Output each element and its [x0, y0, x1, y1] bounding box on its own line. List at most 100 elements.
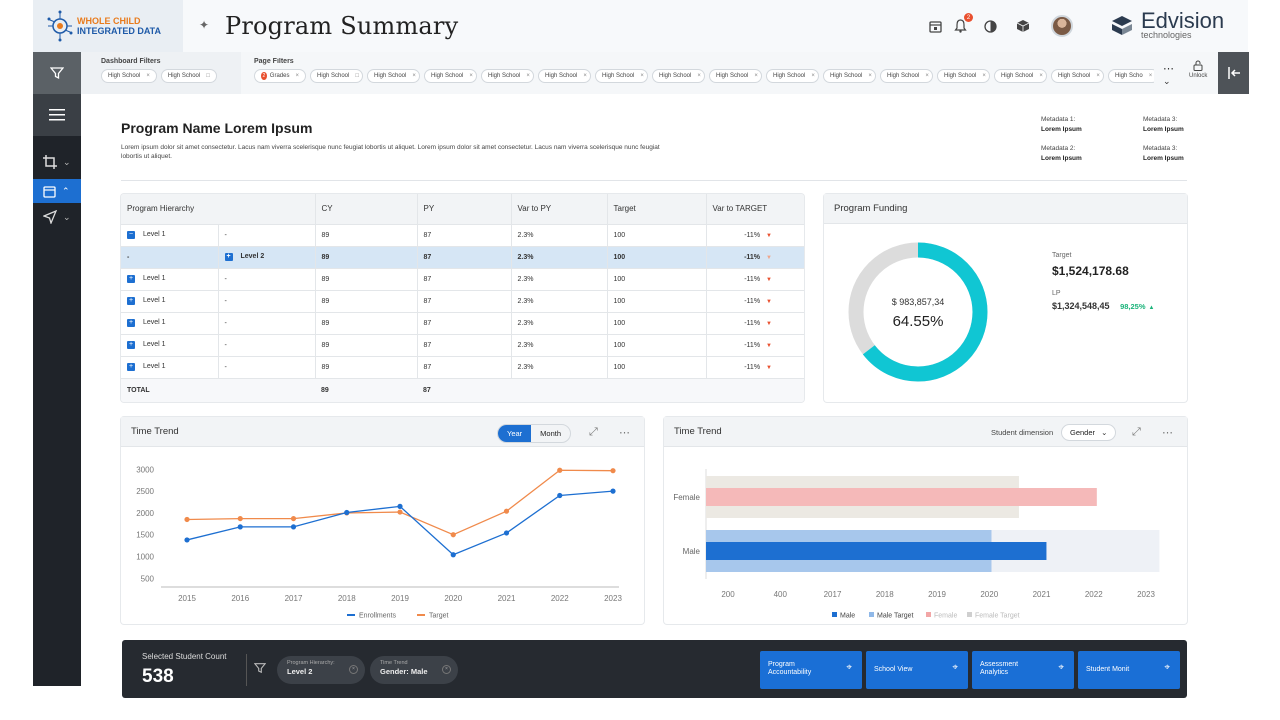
data-point[interactable]	[290, 515, 297, 522]
page-filter-chip[interactable]: High School ×	[367, 69, 420, 83]
page-filter-chip[interactable]: High School ×	[424, 69, 477, 83]
data-point[interactable]	[397, 503, 403, 509]
close-icon[interactable]: ×	[1039, 73, 1043, 79]
page-filter-chip[interactable]: 2 Grades ×	[254, 69, 306, 83]
close-icon[interactable]: ×	[349, 665, 358, 674]
more-icon[interactable]: ⋯	[619, 427, 630, 439]
nav-student-monit-button[interactable]: Student Monit ⌖	[1078, 651, 1180, 689]
page-filter-chip[interactable]: High School ×	[880, 69, 933, 83]
close-icon[interactable]: ×	[412, 73, 416, 79]
data-point[interactable]	[610, 468, 616, 474]
expand-icon[interactable]: ⤢	[589, 426, 598, 438]
table-row[interactable]: − Level 1 - 89 87 2.3% 100 -11% ▼	[121, 224, 804, 247]
unlock-button[interactable]: Unlock	[1189, 60, 1207, 79]
expand-icon[interactable]: +	[127, 297, 135, 305]
bell-icon[interactable]: 2	[951, 13, 973, 35]
column-header[interactable]: Var to PY	[511, 194, 608, 225]
contrast-icon[interactable]	[981, 17, 999, 35]
data-point[interactable]	[557, 467, 563, 473]
pin-icon[interactable]: ✦	[199, 18, 210, 32]
close-icon[interactable]: ×	[640, 73, 644, 79]
close-icon[interactable]: ×	[583, 73, 587, 79]
data-point[interactable]	[397, 509, 403, 515]
more-icon[interactable]: ⋯	[1162, 427, 1173, 439]
page-filter-chip[interactable]: High School ×	[595, 69, 648, 83]
data-point[interactable]	[503, 508, 510, 514]
column-header[interactable]: PY	[417, 194, 512, 225]
close-icon[interactable]: ×	[982, 73, 986, 79]
close-icon[interactable]: ×	[442, 665, 451, 674]
data-point[interactable]	[184, 516, 190, 523]
expand-icon[interactable]: +	[127, 363, 135, 371]
close-icon[interactable]: ×	[526, 73, 530, 79]
user-avatar[interactable]	[1051, 15, 1073, 37]
close-icon[interactable]: ×	[1148, 73, 1153, 79]
page-filter-chip[interactable]: High School ×	[652, 69, 705, 83]
logo[interactable]: WHOLE CHILD INTEGRATED DATA	[33, 0, 183, 52]
more-icon[interactable]: ⋯ ⌄	[1163, 63, 1174, 86]
close-icon[interactable]: ×	[146, 73, 150, 79]
rail-item-send[interactable]: ⌄	[33, 205, 81, 229]
data-point[interactable]	[557, 492, 563, 499]
data-point[interactable]	[237, 515, 243, 522]
close-icon[interactable]: ×	[295, 73, 299, 79]
exit-button[interactable]	[1218, 52, 1249, 94]
column-header[interactable]: CY	[315, 194, 418, 225]
page-filter-chip[interactable]: High School ×	[823, 69, 876, 83]
nav-school-view-button[interactable]: School View ⌖	[866, 651, 968, 689]
column-header[interactable]: Target	[607, 194, 707, 225]
table-row[interactable]: + Level 1 - 89 87 2.3% 100 -11% ▼	[121, 356, 804, 379]
toggle-month[interactable]: Month	[540, 429, 562, 438]
page-filter-chip[interactable]: High School ×	[994, 69, 1047, 83]
data-point[interactable]	[290, 524, 297, 530]
expand-icon[interactable]: +	[127, 319, 135, 327]
table-row[interactable]: + Level 1 - 89 87 2.3% 100 -11% ▼	[121, 290, 804, 313]
selection-pill-time-trend[interactable]: Time Trend Gender: Male ×	[370, 656, 458, 684]
rail-item-calendar[interactable]: ⌃	[33, 179, 81, 203]
table-row[interactable]: + Level 1 - 89 87 2.3% 100 -11% ▼	[121, 268, 804, 291]
page-filter-chip[interactable]: High School ×	[709, 69, 762, 83]
nav-program-accountability-button[interactable]: Program Accountability ⌖	[760, 651, 862, 689]
data-point[interactable]	[237, 524, 243, 530]
data-point[interactable]	[610, 488, 616, 494]
expand-icon[interactable]: +	[127, 275, 135, 283]
calendar-icon[interactable]	[926, 17, 944, 35]
close-icon[interactable]: ×	[754, 73, 758, 79]
rail-item-crop[interactable]: ⌄	[33, 150, 81, 174]
filter-icon[interactable]	[253, 662, 267, 677]
bar-value[interactable]	[706, 542, 1047, 560]
expand-icon[interactable]: +	[224, 253, 233, 261]
expand-icon[interactable]: +	[127, 341, 135, 349]
page-filter-chip[interactable]: High School ×	[937, 69, 990, 83]
data-point[interactable]	[184, 537, 190, 543]
dashboard-filter-chip[interactable]: High School ×	[101, 69, 157, 83]
table-row[interactable]: + Level 1 - 89 87 2.3% 100 -11% ▼	[121, 312, 804, 335]
data-point[interactable]	[450, 552, 456, 558]
selection-pill-hierarchy[interactable]: Program Hierarchy: Level 2 ×	[277, 656, 365, 684]
table-row[interactable]: - + Level 2 89 87 2.3% 100 -11% ▼	[121, 246, 804, 269]
collapse-icon[interactable]: −	[127, 231, 135, 239]
page-filter-chip[interactable]: High Scho ×	[1108, 69, 1154, 83]
filter-toggle-button[interactable]	[33, 52, 81, 94]
toggle-year[interactable]: Year	[498, 425, 532, 442]
close-icon[interactable]: ×	[811, 73, 815, 79]
page-filter-chip[interactable]: High School ×	[766, 69, 819, 83]
dimension-select[interactable]: Gender ⌄	[1061, 424, 1117, 441]
expand-icon[interactable]: ⤢	[1132, 426, 1141, 438]
close-icon[interactable]: ×	[1096, 73, 1100, 79]
nav-assessment-analytics-button[interactable]: Assessment Analytics ⌖	[972, 651, 1074, 689]
bar-value[interactable]	[706, 488, 1097, 506]
cube-icon[interactable]	[1014, 17, 1032, 35]
close-icon[interactable]: ×	[469, 73, 473, 79]
data-point[interactable]	[344, 509, 350, 516]
table-row[interactable]: + Level 1 - 89 87 2.3% 100 -11% ▼	[121, 334, 804, 357]
column-header[interactable]: Program Hierarchy	[121, 194, 316, 225]
menu-button[interactable]	[33, 94, 81, 136]
close-icon[interactable]: ×	[925, 73, 929, 79]
data-point[interactable]	[450, 532, 456, 538]
page-filter-chip[interactable]: High School □	[310, 69, 363, 83]
page-filter-chip[interactable]: High School ×	[538, 69, 591, 83]
dashboard-filter-chip[interactable]: High School □	[160, 69, 217, 83]
close-icon[interactable]: ×	[697, 73, 701, 79]
data-point[interactable]	[503, 530, 510, 536]
